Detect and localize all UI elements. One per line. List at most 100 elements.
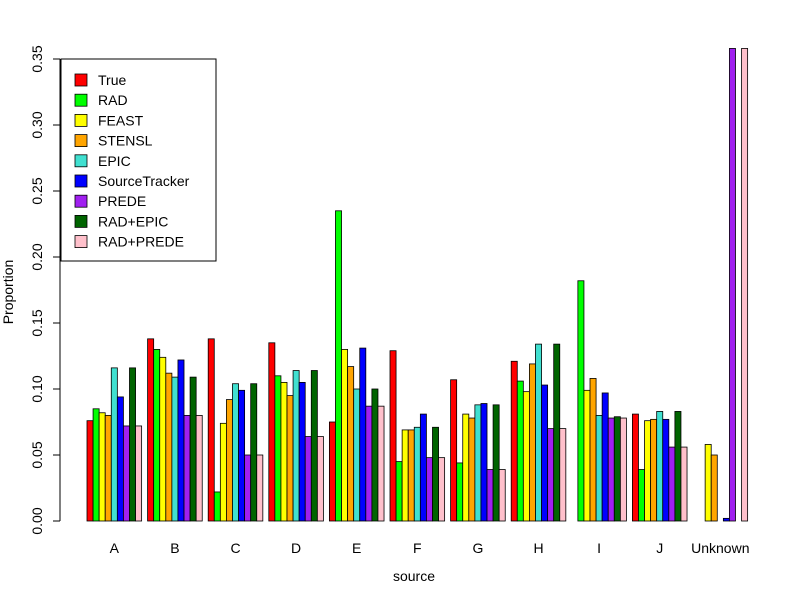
legend: True RAD FEAST STENSL EPIC SourceTracker PREDE… (60, 58, 217, 262)
legend-label: SourceTracker (98, 173, 190, 189)
legend-label: STENSL (98, 133, 153, 149)
y-tick-label: 0.25 (29, 177, 45, 204)
bar-h-epic (535, 343, 542, 522)
bar-b-rad (153, 348, 161, 522)
bar-unknown-sourcetracker (722, 517, 730, 522)
x-axis-label: source (393, 568, 435, 584)
bar-h-rad (516, 380, 524, 522)
bar-h-true (510, 360, 518, 522)
bar-e-rad (335, 210, 342, 522)
bar-a-rad-plus-prede (135, 425, 143, 522)
bar-d-epic (292, 370, 300, 522)
bar-c-true (207, 338, 215, 522)
x-tick-label: I (597, 540, 601, 556)
bar-d-rad (274, 375, 282, 522)
bar-f-prede (426, 457, 433, 522)
bar-unknown-prede (729, 48, 736, 522)
y-axis-label: Proportion (0, 260, 16, 325)
bars-group (86, 48, 749, 522)
bar-e-prede (365, 405, 373, 522)
bar-e-epic (353, 388, 361, 522)
bar-d-true (268, 342, 276, 522)
bar-b-stensl (165, 372, 173, 522)
legend-label: True (98, 72, 126, 88)
bar-e-true (328, 421, 336, 522)
bar-j-prede (668, 446, 676, 522)
bar-h-rad-plus-epic (553, 343, 561, 522)
bar-a-feast (98, 412, 106, 522)
bar-j-sourcetracker (662, 418, 670, 522)
bar-i-feast (583, 389, 591, 522)
bar-j-rad-plus-prede (680, 446, 688, 522)
bar-c-rad-plus-prede (256, 454, 264, 522)
legend-swatch (74, 154, 88, 168)
y-tick-label: 0.00 (29, 507, 45, 534)
bar-c-epic (232, 383, 239, 522)
x-tick-label: D (291, 540, 301, 556)
bar-d-feast (280, 381, 288, 522)
bar-f-rad-plus-epic (432, 426, 439, 522)
bar-g-prede (486, 469, 494, 522)
bar-b-feast (159, 356, 167, 522)
bar-c-feast (219, 422, 227, 522)
bar-h-feast (522, 391, 530, 522)
bar-b-true (147, 338, 155, 522)
y-tick-label: 0.30 (29, 111, 45, 138)
legend-label: RAD+PREDE (98, 234, 184, 250)
y-tick-label: 0.20 (29, 243, 45, 270)
bar-e-feast (341, 348, 349, 522)
y-tick-label: 0.10 (29, 375, 45, 402)
bar-g-rad-plus-epic (492, 404, 500, 522)
bar-c-stensl (226, 399, 233, 522)
bar-i-sourcetracker (601, 392, 609, 522)
x-tick-label: C (230, 540, 240, 556)
legend-label: RAD+EPIC (98, 213, 168, 229)
y-tick-label: 0.05 (29, 441, 45, 468)
bar-a-rad (92, 408, 100, 522)
legend-swatch (74, 134, 88, 148)
bar-d-rad-plus-epic (310, 370, 318, 522)
legend-swatch (74, 174, 88, 188)
legend-label: EPIC (98, 153, 131, 169)
bar-e-rad-plus-epic (371, 388, 379, 522)
bar-j-epic (656, 411, 664, 522)
legend-label: PREDE (98, 193, 146, 209)
y-tick-label: 0.35 (29, 45, 45, 72)
bar-i-epic (595, 414, 603, 522)
bar-i-prede (607, 417, 615, 522)
bar-i-rad-plus-epic (613, 416, 621, 522)
bar-i-stensl (589, 378, 597, 522)
bar-a-true (86, 420, 94, 522)
y-tick-label: 0.15 (29, 309, 45, 336)
bar-j-feast (644, 420, 652, 522)
bar-j-stensl (650, 418, 658, 522)
legend-swatch (74, 214, 88, 228)
bar-e-stensl (347, 366, 355, 522)
bar-a-sourcetracker (116, 396, 124, 522)
x-tick-label: H (533, 540, 543, 556)
bar-b-rad-plus-prede (195, 414, 203, 522)
bar-a-stensl (104, 414, 112, 522)
bar-g-sourcetracker (480, 403, 488, 522)
bar-e-sourcetracker (359, 347, 367, 522)
bar-g-rad-plus-prede (498, 469, 506, 522)
x-axis: A B C D E F G H I J Unknown (110, 540, 750, 556)
bar-c-rad (213, 491, 221, 522)
bar-unknown-feast (704, 444, 712, 522)
bar-c-rad-plus-epic (250, 383, 258, 522)
bar-b-sourcetracker (177, 359, 185, 522)
legend-swatch (74, 114, 88, 127)
bar-f-epic (413, 426, 421, 522)
bar-e-rad-plus-prede (377, 405, 385, 522)
bar-a-rad-plus-epic (129, 367, 136, 522)
bar-g-epic (474, 404, 482, 522)
bar-h-sourcetracker (541, 384, 549, 522)
bar-b-rad-plus-epic (189, 376, 197, 522)
bar-h-stensl (529, 363, 536, 522)
x-tick-label: B (170, 540, 179, 556)
bar-i-rad-plus-prede (619, 417, 627, 522)
bar-c-sourcetracker (238, 389, 246, 522)
bar-a-epic (110, 367, 118, 522)
